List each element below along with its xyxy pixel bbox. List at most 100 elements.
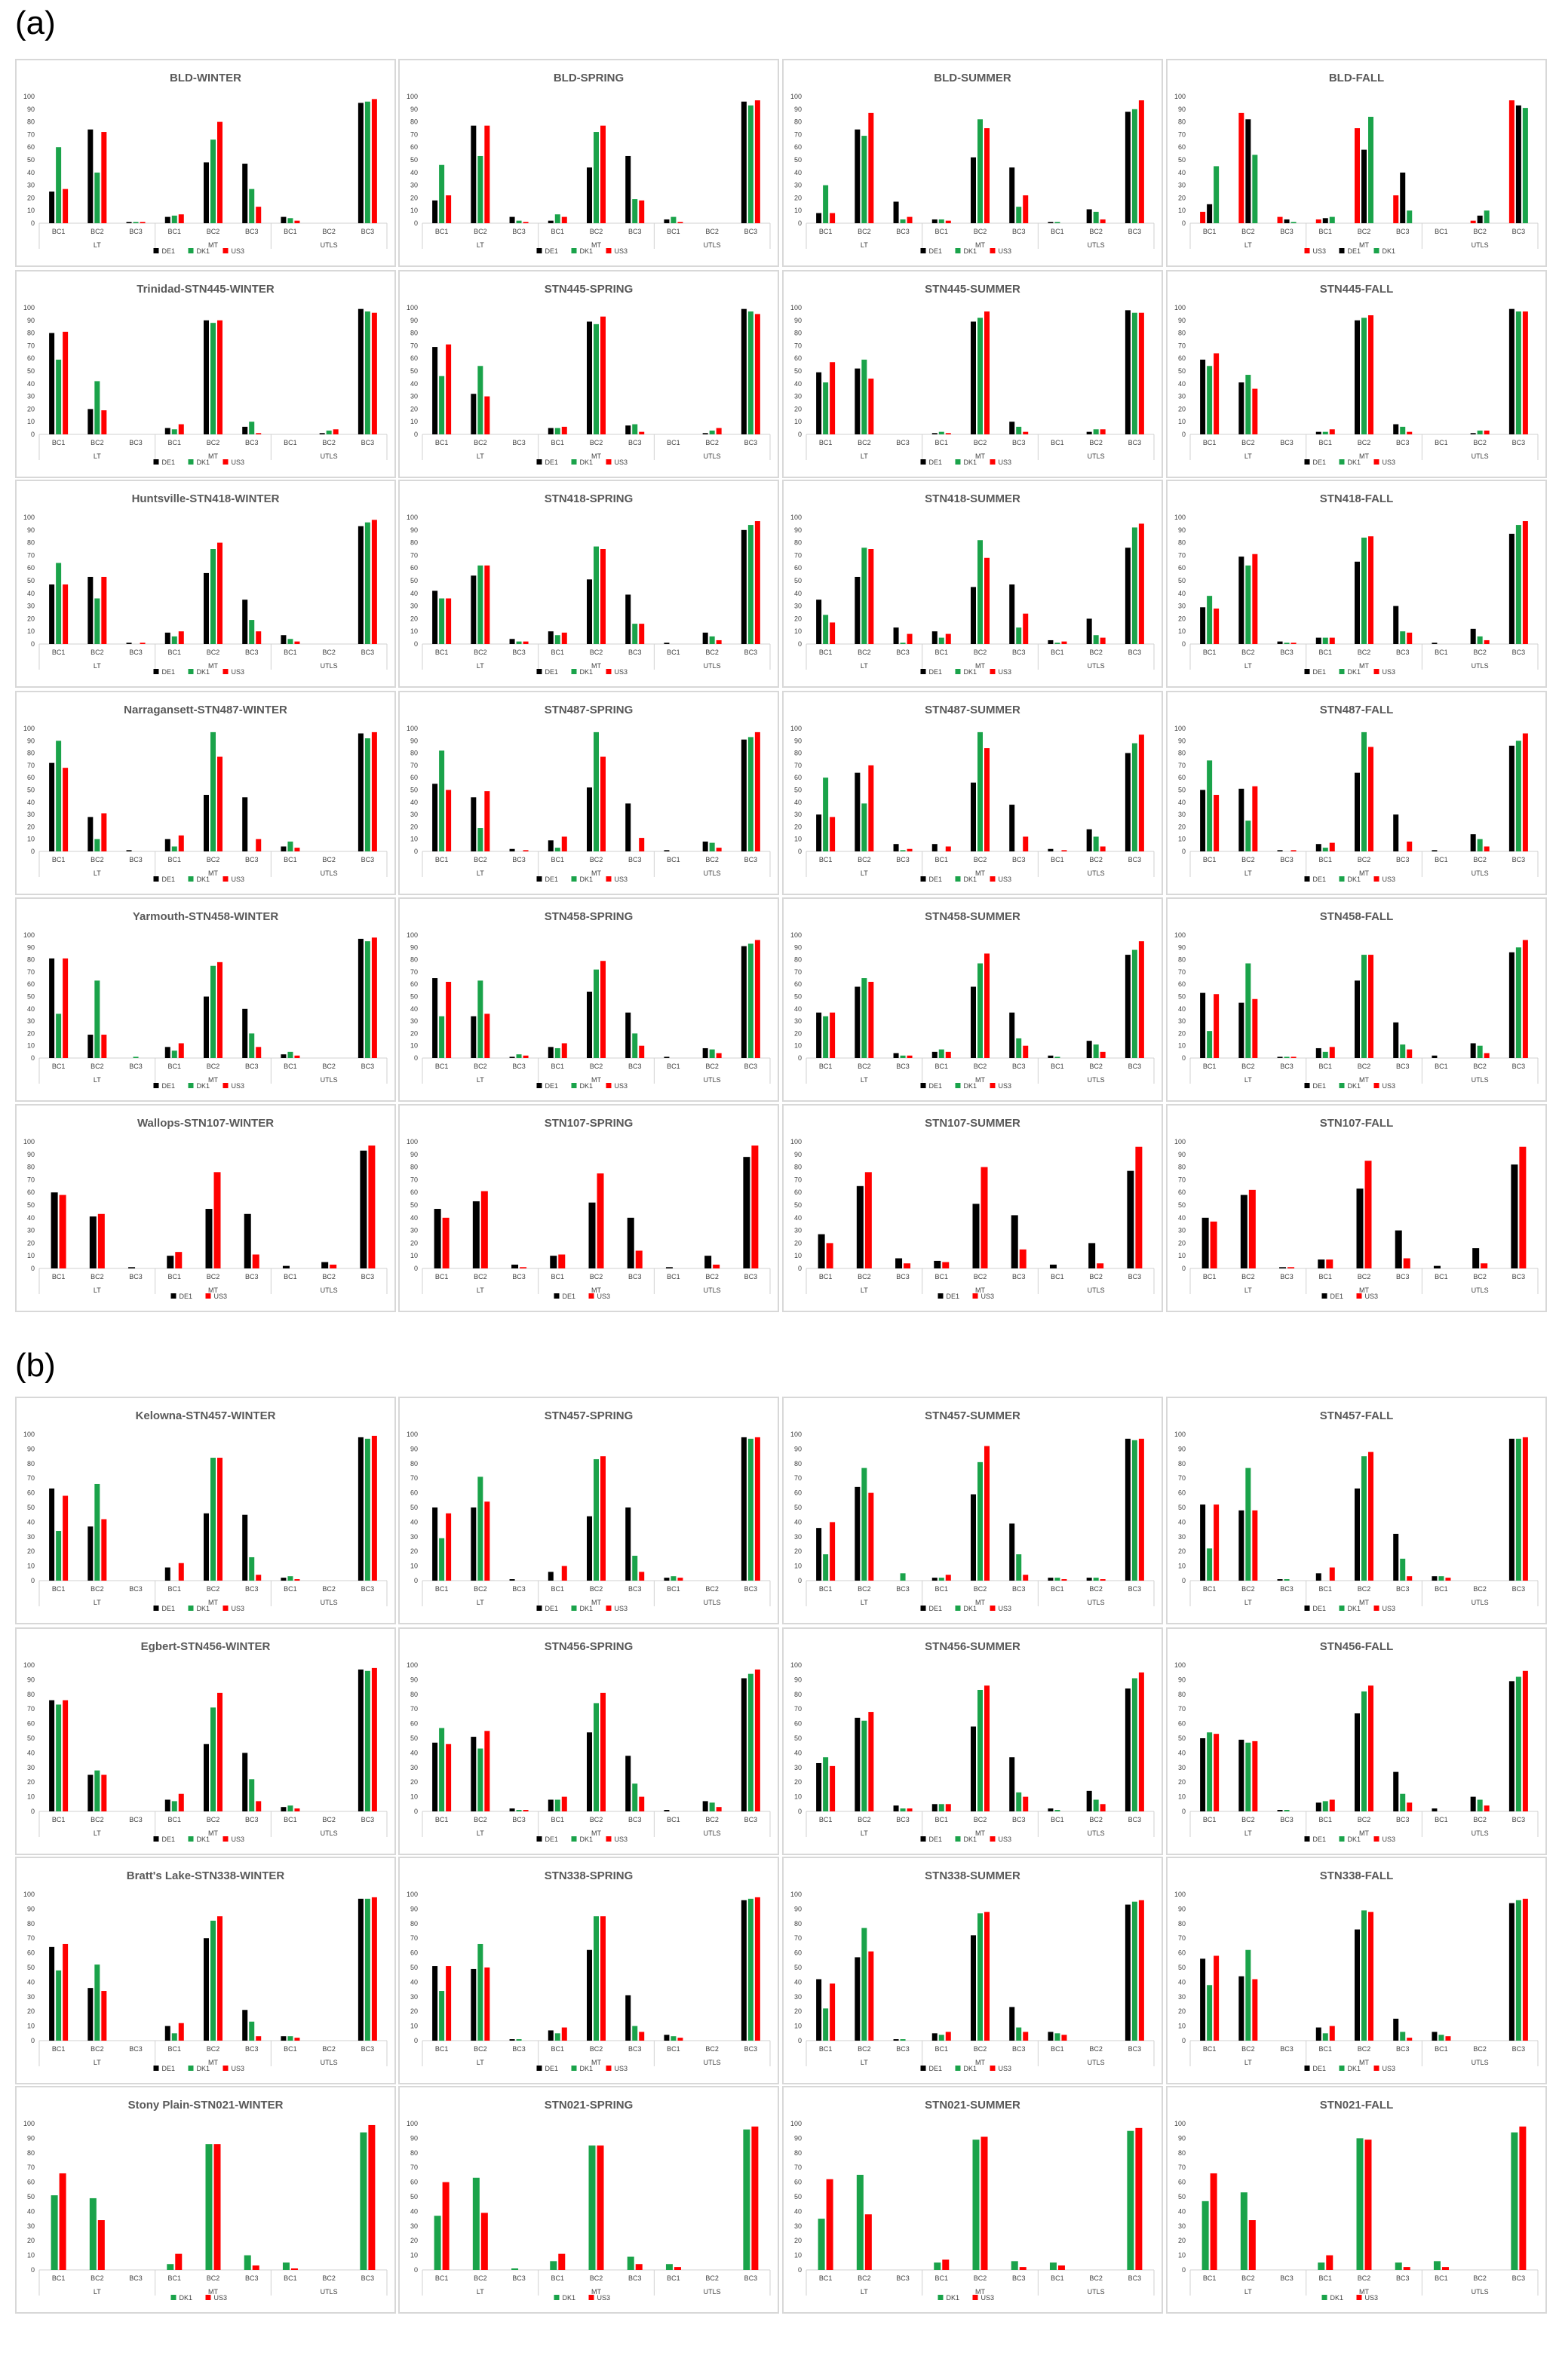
legend-swatch [153,1083,159,1088]
bar-de1 [1355,772,1360,851]
y-tick-label: 10 [794,627,802,635]
bar-us3 [101,410,107,434]
y-tick-label: 10 [1178,836,1186,843]
bar-chart: Stony Plain-STN021-WINTER010203040506070… [23,2099,388,2302]
bar-dk1 [94,1483,100,1581]
bar-us3 [217,756,222,851]
x-tick-label: BC1 [1051,1063,1064,1070]
bar-us3 [1445,1578,1451,1581]
bar-us3 [1329,2026,1335,2041]
bar-us3 [1329,842,1335,851]
x-tick-label: BC2 [1241,856,1255,863]
bar-dk1 [94,839,100,851]
bar-dk1 [171,846,177,851]
y-tick-label: 30 [27,2222,35,2230]
y-tick-label: 30 [794,1017,802,1025]
bar-dk1 [554,635,560,644]
legend-swatch [1373,459,1379,465]
bar-dk1 [516,1054,522,1058]
bar-de1 [1470,1796,1476,1811]
y-tick-label: 0 [798,848,802,855]
bar-de1 [205,1209,213,1268]
x-tick-label: BC2 [322,228,336,235]
x-tick-label: BC1 [551,649,565,656]
bar-de1 [931,631,938,644]
legend-label: DE1 [1313,2065,1327,2072]
y-tick-label: 60 [794,2179,802,2186]
y-tick-label: 40 [410,1214,418,1222]
bar-dk1 [1131,1440,1137,1581]
y-tick-label: 10 [794,836,802,843]
bar-de1 [893,844,899,851]
bar-us3 [1023,2032,1029,2041]
y-tick-label: 90 [27,1151,35,1158]
y-tick-label: 30 [1178,2222,1186,2230]
y-tick-label: 0 [31,640,35,648]
bar-dk1 [1245,1468,1251,1581]
y-tick-label: 80 [27,750,35,757]
y-tick-label: 100 [407,931,418,939]
bar-dk1 [861,547,867,644]
chart-title: STN456-FALL [1320,1640,1394,1653]
chart-panel: Egbert-STN456-WINTER 0 10 20 30 40 50 60 70 80 90 1… [15,1627,396,1855]
bar-dk1 [1400,426,1406,434]
x-tick-label: BC1 [1435,856,1448,863]
y-tick-label: 70 [410,130,418,138]
y-tick-label: 60 [1178,1188,1186,1196]
bar-dk1 [632,1783,638,1811]
x-tick-label: BC3 [744,856,758,863]
bar-de1 [741,529,747,644]
bar-dk1 [1054,1578,1060,1581]
bar-dk1 [472,2177,480,2270]
bar-us3 [1368,747,1373,851]
bar-de1 [1432,2032,1438,2041]
bar-us3 [1290,850,1297,851]
x-tick-label: BC1 [935,856,949,863]
x-tick-label: BC3 [129,2045,143,2053]
bar-dk1 [823,777,829,851]
bar-us3 [1522,733,1528,851]
bar-de1 [816,1012,822,1058]
x-tick-label: BC2 [1241,228,1255,235]
y-tick-label: 0 [798,1054,802,1062]
y-tick-label: 60 [1178,1720,1186,1728]
legend-label: US3 [1383,876,1396,883]
group-label: UTLS [1472,1829,1489,1837]
y-tick-label: 70 [794,130,802,138]
x-tick-label: BC3 [896,649,910,656]
chart-panel: STN021-SUMMER 0 10 20 30 40 50 60 70 80 90 100 BC1 BC… [782,2086,1163,2314]
group-label: LT [1244,869,1252,877]
x-tick-label: BC1 [284,2045,297,2053]
legend-label: DE1 [162,876,176,883]
bar-dk1 [1511,2132,1518,2270]
x-tick-label: BC3 [1012,856,1026,863]
bar-dk1 [1093,211,1099,223]
bar-us3 [256,207,262,223]
legend-label: US3 [999,2065,1012,2072]
legend-swatch [1304,876,1310,882]
x-tick-label: BC3 [1396,439,1410,446]
bar-dk1 [588,2145,596,2270]
chart-title: STN445-SPRING [545,283,634,296]
y-tick-label: 40 [1178,2207,1186,2215]
y-tick-label: 40 [27,1005,35,1013]
bar-dk1 [56,359,62,434]
legend-label: DE1 [1313,1605,1327,1612]
x-tick-label: BC1 [168,856,182,863]
y-tick-label: 100 [1174,931,1186,939]
bar-dk1 [823,1554,829,1581]
legend-label: DK1 [580,2065,594,2072]
bar-us3 [945,2032,951,2041]
bar-dk1 [900,219,906,223]
x-tick-label: BC3 [361,2045,375,2053]
legend-swatch [1339,1836,1345,1842]
bar-us3 [446,1966,452,2041]
bar-us3 [830,1983,836,2041]
y-tick-label: 90 [410,1151,418,1158]
y-tick-label: 30 [794,393,802,400]
y-tick-label: 0 [1182,431,1186,438]
x-tick-label: BC3 [512,1273,526,1280]
bar-de1 [1472,1248,1480,1268]
bar-de1 [702,632,708,644]
legend-swatch [1339,669,1345,674]
